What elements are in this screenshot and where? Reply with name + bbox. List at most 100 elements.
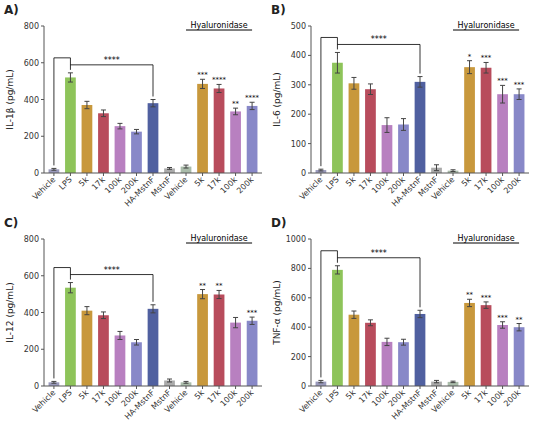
error-cap xyxy=(401,118,406,119)
treatment-label: Hyaluronidase xyxy=(457,21,514,30)
error-cap xyxy=(335,52,340,53)
x-tick xyxy=(353,386,354,389)
y-axis-label: TNF-α (pg/mL) xyxy=(272,280,282,346)
error-stem xyxy=(353,77,354,89)
x-tick-label: 5k xyxy=(193,175,206,188)
error-cap xyxy=(134,339,139,340)
error-bar xyxy=(434,380,439,382)
y-tick-label: 800 xyxy=(291,264,306,273)
x-tick-label: Vehicle xyxy=(298,388,325,415)
x-tick xyxy=(420,386,421,389)
bar xyxy=(82,311,93,386)
error-bar xyxy=(434,165,439,171)
y-tick-label: 200 xyxy=(291,353,306,362)
bar xyxy=(497,325,508,386)
y-axis xyxy=(44,239,45,386)
error-bar xyxy=(84,101,89,108)
significance-stars: *** xyxy=(481,54,492,62)
error-stem xyxy=(136,129,137,133)
error-stem xyxy=(119,123,120,129)
significance-label: **** xyxy=(371,249,387,258)
y-tick-label: 0 xyxy=(301,169,306,178)
x-tick xyxy=(403,173,404,176)
error-cap xyxy=(167,167,172,168)
significance-stars: *** xyxy=(497,77,508,85)
error-bar xyxy=(517,324,522,331)
error-stem xyxy=(235,317,236,327)
panel: D)02004006008001000TNF-α (pg/mL)VehicleL… xyxy=(271,216,529,421)
error-cap xyxy=(167,169,172,170)
significance-bracket xyxy=(54,58,153,166)
bar xyxy=(247,106,258,173)
error-bar xyxy=(184,165,189,168)
error-stem xyxy=(219,84,220,92)
error-bar xyxy=(68,283,73,293)
error-cap xyxy=(318,170,323,171)
bar xyxy=(247,321,258,386)
error-stem xyxy=(103,312,104,319)
significance-stars: *** xyxy=(497,314,508,322)
x-tick xyxy=(202,386,203,389)
error-cap xyxy=(451,382,456,383)
bracket-line xyxy=(337,251,338,263)
x-tick xyxy=(136,386,137,389)
error-bar xyxy=(335,266,340,274)
error-stem xyxy=(337,52,338,73)
panel: C)0200400600800IL-12 (pg/mL)VehicleLPS5k… xyxy=(4,216,262,421)
error-cap xyxy=(368,325,373,326)
error-cap xyxy=(351,318,356,319)
x-tick-label: 5k xyxy=(460,388,473,401)
error-cap xyxy=(134,133,139,134)
x-tick xyxy=(186,173,187,176)
bar xyxy=(382,342,393,386)
x-tick xyxy=(53,173,54,176)
error-bar xyxy=(134,340,139,346)
bracket-line xyxy=(53,58,54,166)
error-cap xyxy=(68,292,73,293)
error-stem xyxy=(519,324,520,331)
error-stem xyxy=(337,266,338,274)
error-bar xyxy=(200,79,205,88)
error-cap xyxy=(151,106,156,107)
error-bar xyxy=(51,168,56,170)
error-cap xyxy=(84,101,89,102)
x-tick xyxy=(202,173,203,176)
y-tick-label: 0 xyxy=(301,382,306,391)
y-tick-label: 100 xyxy=(291,140,306,149)
y-tick-label: 400 xyxy=(24,96,39,105)
bar xyxy=(230,323,241,386)
error-bar xyxy=(250,317,255,324)
error-cap xyxy=(467,306,472,307)
x-tick-label: 100k xyxy=(370,388,391,409)
error-cap xyxy=(51,170,56,171)
bar xyxy=(197,84,208,173)
x-tick-label: 100k xyxy=(103,175,124,196)
error-bar xyxy=(217,290,222,298)
x-tick xyxy=(119,386,120,389)
error-cap xyxy=(451,381,456,382)
error-cap xyxy=(250,109,255,110)
bar xyxy=(349,83,360,173)
bar xyxy=(98,315,109,386)
x-tick-label: 100k xyxy=(486,388,507,409)
error-stem xyxy=(153,100,154,107)
x-tick xyxy=(469,173,470,176)
significance-bracket xyxy=(321,251,420,378)
x-tick xyxy=(469,386,470,389)
x-tick xyxy=(403,386,404,389)
bar xyxy=(115,126,126,173)
error-stem xyxy=(486,62,487,73)
error-cap xyxy=(517,99,522,100)
x-tick-label: 100k xyxy=(370,175,391,196)
bar xyxy=(214,294,225,386)
error-stem xyxy=(219,290,220,298)
x-tick xyxy=(436,386,437,389)
bar xyxy=(497,94,508,173)
error-stem xyxy=(519,89,520,100)
significance-stars: * xyxy=(468,53,472,61)
x-tick-label: Vehicle xyxy=(430,175,457,202)
error-stem xyxy=(420,77,421,88)
bar xyxy=(115,335,126,386)
x-tick xyxy=(337,173,338,176)
x-tick-label: 5k xyxy=(344,175,357,188)
